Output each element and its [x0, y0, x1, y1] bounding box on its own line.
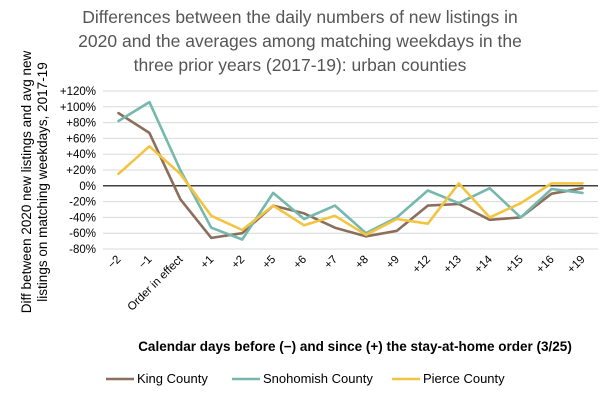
y-axis-label-line-2: listings on matching weekdays, 2017-19 — [35, 62, 50, 301]
legend-label: King County — [137, 371, 208, 386]
y-axis-label: Diff between 2020 new listings and avg n… — [19, 51, 50, 314]
x-tick-label: −1 — [137, 254, 155, 272]
x-tick-label: −2 — [106, 254, 124, 272]
x-tick-label: +13 — [442, 254, 464, 276]
y-tick-label: -80% — [69, 244, 96, 256]
x-tick-label: +16 — [534, 254, 556, 276]
chart-title-line-2: 2020 and the averages among matching wee… — [78, 31, 522, 51]
y-tick-label: -40% — [69, 212, 96, 224]
y-tick-label: 0% — [79, 181, 96, 193]
x-tick-label: +1 — [199, 254, 217, 272]
legend-label: Pierce County — [423, 371, 505, 386]
chart-title-line-3: three prior years (2017-19): urban count… — [134, 55, 467, 75]
x-tick-label: +19 — [565, 254, 587, 276]
x-axis-label: Calendar days before (−) and since (+) t… — [138, 339, 572, 354]
y-tick-label: +100% — [60, 102, 96, 114]
y-tick-label: +40% — [66, 149, 96, 161]
series-line-pierce-county — [117, 145, 584, 237]
x-tick-label: +15 — [503, 254, 525, 276]
y-tick-label: -60% — [69, 228, 96, 240]
y-tick-label: +80% — [66, 118, 96, 130]
y-tick-label: +20% — [66, 165, 96, 177]
gridlines — [103, 90, 598, 250]
x-tick-label: Order in effect — [126, 253, 186, 313]
y-tick-label: +60% — [66, 133, 96, 145]
x-tick-label: +6 — [291, 254, 309, 272]
y-axis-label-line-1: Diff between 2020 new listings and avg n… — [19, 51, 34, 314]
y-tick-label: +120% — [60, 86, 96, 98]
x-tick-label: +5 — [261, 254, 279, 272]
legend: King County Snohomish County Pierce County — [106, 371, 505, 386]
chart-title: Differences between the daily numbers of… — [78, 7, 522, 75]
series-lines — [117, 100, 584, 241]
chart-title-line-1: Differences between the daily numbers of… — [82, 7, 517, 27]
x-tick-label: +7 — [322, 254, 340, 272]
series-line-snohomish-county — [117, 100, 584, 241]
x-tick-label: +2 — [230, 254, 248, 272]
x-tick-label: +9 — [384, 254, 402, 272]
series-line-king-county — [117, 111, 584, 240]
y-tick-label: -20% — [69, 197, 96, 209]
legend-label: Snohomish County — [263, 371, 373, 386]
x-tick-label: +8 — [353, 254, 371, 272]
x-tick-label: +14 — [473, 253, 496, 276]
y-axis-ticks: +120% +100% +80% +60% +40% +20% 0% -20% -40% -60%… — [60, 86, 96, 256]
x-tick-label: +12 — [411, 254, 433, 276]
